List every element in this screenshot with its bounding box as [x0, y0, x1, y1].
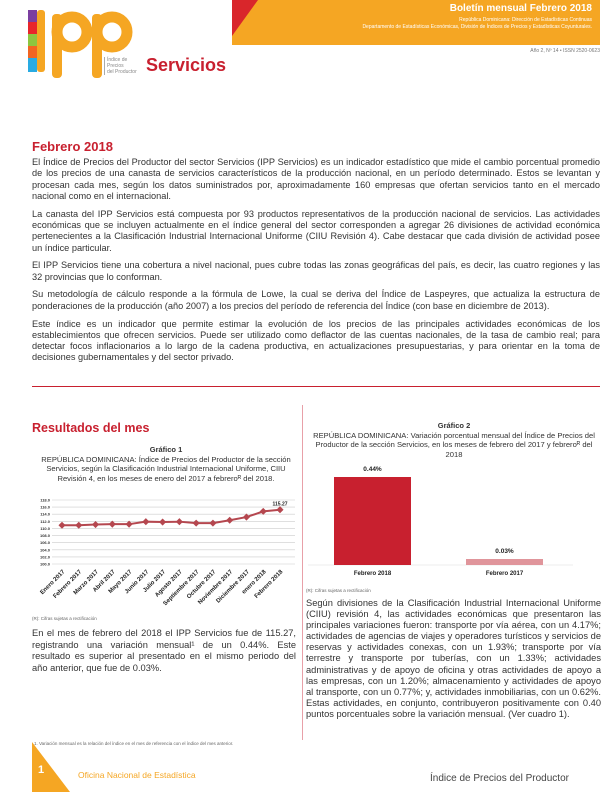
- x-tick-label: Febrero 2018: [354, 571, 392, 577]
- column-divider: [302, 405, 303, 740]
- y-tick-label: 100.0: [40, 562, 51, 567]
- logo-subtitle: Índice de Precios del Productor: [104, 57, 137, 75]
- intro-paragraph: El IPP Servicios tiene una cobertura a n…: [32, 260, 600, 282]
- data-point: [209, 519, 217, 527]
- chart2-caption: Gráfico 2 REPÚBLICA DOMINICANA: Variación…: [313, 421, 595, 459]
- data-point: [108, 520, 116, 528]
- y-tick-label: 114.0: [40, 512, 51, 517]
- bulletin-title: Boletín mensual Febrero 2018: [449, 3, 592, 14]
- data-point: [242, 513, 250, 521]
- data-label: 0.03%: [495, 548, 514, 555]
- data-point: [259, 507, 267, 515]
- header-banner: Boletín mensual Febrero 2018 República D…: [232, 0, 600, 45]
- issn: Año 2, Nº 14 • ISSN 2520-0623: [530, 48, 600, 54]
- results-title: Resultados del mes: [32, 421, 150, 435]
- y-tick-label: 118.0: [40, 498, 51, 503]
- divider: [32, 386, 600, 387]
- banner-triangle: [232, 0, 258, 36]
- results-right-text: Según divisiones de la Clasificación Ind…: [306, 598, 601, 719]
- data-point: [276, 506, 284, 514]
- intro-text: El Índice de Precios del Productor del s…: [32, 157, 600, 370]
- data-point: [159, 518, 167, 526]
- y-tick-label: 116.0: [40, 505, 51, 510]
- footnote: 1. Variación mensual es la relación del …: [34, 741, 234, 746]
- y-tick-label: 104.0: [40, 547, 51, 552]
- data-point: [142, 518, 150, 526]
- bar: [334, 477, 411, 565]
- data-point: [75, 521, 83, 529]
- chart2: 0.44% Febrero 2018 0.03% Febrero 2017: [308, 466, 573, 577]
- chart1: 118.0 116.0 114.0 112.0 110.0 108.0 106.0 104.0…: [40, 498, 295, 607]
- bar: [466, 559, 543, 565]
- ipp-logo: [28, 10, 133, 78]
- y-tick-label: 110.0: [40, 526, 51, 531]
- footer-publication: Índice de Precios del Productor: [430, 773, 569, 784]
- y-tick-label: 108.0: [40, 533, 51, 538]
- section-title: Servicios: [146, 55, 227, 75]
- y-tick-label: 106.0: [40, 540, 51, 545]
- intro-paragraph: Este índice es un indicador que permite …: [32, 318, 600, 363]
- intro-paragraph: La canasta del IPP Servicios está compue…: [32, 208, 600, 253]
- intro-paragraph: Su metodología de cálculo responde a la …: [32, 289, 600, 311]
- data-point: [175, 518, 183, 526]
- results-left-text: En el mes de febrero del 2018 el IPP Ser…: [32, 628, 296, 673]
- chart2-note: (R): Cifras sujetas a rectificación: [306, 588, 371, 593]
- data-point: [125, 520, 133, 528]
- footer-org: Oficina Nacional de Estadística: [78, 770, 196, 780]
- data-point: [226, 516, 234, 524]
- page-number: 1: [38, 764, 45, 776]
- page-triangle: [32, 742, 70, 792]
- y-tick-label: 102.0: [40, 554, 51, 559]
- intro-paragraph: El Índice de Precios del Productor del s…: [32, 157, 600, 201]
- org-line1: República Dominicana: Dirección de Estad…: [459, 17, 592, 23]
- chart1-caption: Gráfico 1 REPÚBLICA DOMINICANA: Índice de…: [41, 445, 291, 483]
- data-point: [58, 521, 66, 529]
- data-label: 0.44%: [363, 466, 382, 473]
- data-label: 115.27: [272, 502, 287, 508]
- org-line2: Departamento de Estadísticas Económicas,…: [362, 24, 592, 30]
- data-point: [92, 520, 100, 529]
- y-tick-label: 112.0: [40, 519, 51, 524]
- data-point: [192, 519, 200, 527]
- x-tick-label: Febrero 2017: [486, 571, 524, 577]
- chart1-note: (R): Cifras sujetas a rectificación: [32, 616, 97, 621]
- intro-title: Febrero 2018: [32, 139, 113, 154]
